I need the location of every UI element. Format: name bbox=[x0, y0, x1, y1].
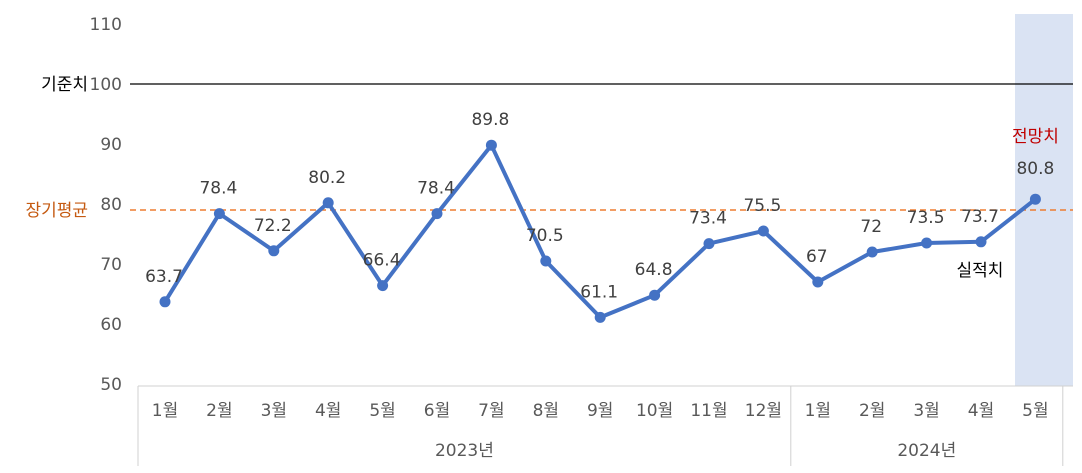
y-tick-label: 80 bbox=[100, 195, 122, 215]
data-label: 73.4 bbox=[689, 209, 727, 229]
data-label: 75.5 bbox=[743, 196, 781, 216]
data-point bbox=[975, 236, 987, 248]
x-tick-label: 9월 bbox=[587, 401, 613, 421]
x-tick-label: 1월 bbox=[152, 401, 178, 421]
x-group-label: 2023년 bbox=[435, 441, 494, 461]
x-group-label: 2024년 bbox=[897, 441, 956, 461]
data-label: 66.4 bbox=[363, 251, 401, 271]
data-point bbox=[1029, 193, 1041, 205]
x-tick-label: 3월 bbox=[913, 401, 939, 421]
data-label: 73.5 bbox=[907, 208, 945, 228]
reference-line-label: 기준치 bbox=[41, 75, 88, 95]
data-point bbox=[703, 238, 715, 250]
data-point bbox=[649, 289, 661, 301]
data-point bbox=[322, 197, 334, 209]
forecast-highlight bbox=[1015, 14, 1073, 386]
x-tick-label: 7월 bbox=[478, 401, 504, 421]
data-point bbox=[757, 225, 769, 237]
x-tick-label: 10월 bbox=[636, 401, 673, 421]
x-tick-label: 3월 bbox=[261, 401, 287, 421]
x-tick-label: 11월 bbox=[690, 401, 727, 421]
data-label: 72.2 bbox=[254, 216, 292, 236]
data-point bbox=[377, 280, 389, 292]
x-tick-label: 1월 bbox=[805, 401, 831, 421]
x-tick-label: 12월 bbox=[745, 401, 782, 421]
y-tick-label: 50 bbox=[100, 375, 122, 395]
data-label: 70.5 bbox=[526, 226, 564, 246]
x-tick-label: 2월 bbox=[206, 401, 232, 421]
x-tick-label: 6월 bbox=[424, 401, 450, 421]
forecast-label: 전망치 bbox=[1012, 127, 1059, 147]
data-point bbox=[268, 245, 280, 257]
data-point bbox=[866, 246, 878, 258]
data-label: 78.4 bbox=[199, 179, 237, 199]
data-label: 80.2 bbox=[308, 168, 346, 188]
y-tick-label: 110 bbox=[90, 15, 122, 35]
y-tick-label: 100 bbox=[90, 75, 122, 95]
data-point bbox=[594, 311, 606, 323]
data-label: 72 bbox=[860, 217, 882, 237]
data-label: 73.7 bbox=[961, 207, 999, 227]
y-tick-label: 90 bbox=[100, 135, 122, 155]
data-label: 61.1 bbox=[580, 282, 618, 302]
data-label: 78.4 bbox=[417, 179, 455, 199]
data-point bbox=[921, 237, 933, 249]
x-tick-label: 8월 bbox=[533, 401, 559, 421]
data-point bbox=[485, 139, 497, 151]
actual-label: 실적치 bbox=[957, 261, 1004, 281]
data-label: 89.8 bbox=[471, 110, 509, 130]
data-point bbox=[812, 276, 824, 288]
data-point bbox=[431, 208, 443, 220]
x-tick-label: 5월 bbox=[1022, 401, 1048, 421]
y-tick-label: 70 bbox=[100, 255, 122, 275]
x-tick-label: 5월 bbox=[369, 401, 395, 421]
data-label: 64.8 bbox=[635, 260, 673, 280]
x-tick-label: 4월 bbox=[968, 401, 994, 421]
data-label: 67 bbox=[806, 247, 828, 267]
x-tick-label: 4월 bbox=[315, 401, 341, 421]
data-label: 63.7 bbox=[145, 267, 183, 287]
data-point bbox=[213, 208, 225, 220]
y-tick-label: 60 bbox=[100, 315, 122, 335]
x-tick-label: 2월 bbox=[859, 401, 885, 421]
reference-line-label: 장기평균 bbox=[25, 201, 88, 221]
forecast-value-label: 80.8 bbox=[1016, 159, 1054, 179]
data-point bbox=[159, 296, 171, 308]
data-point bbox=[540, 255, 552, 267]
